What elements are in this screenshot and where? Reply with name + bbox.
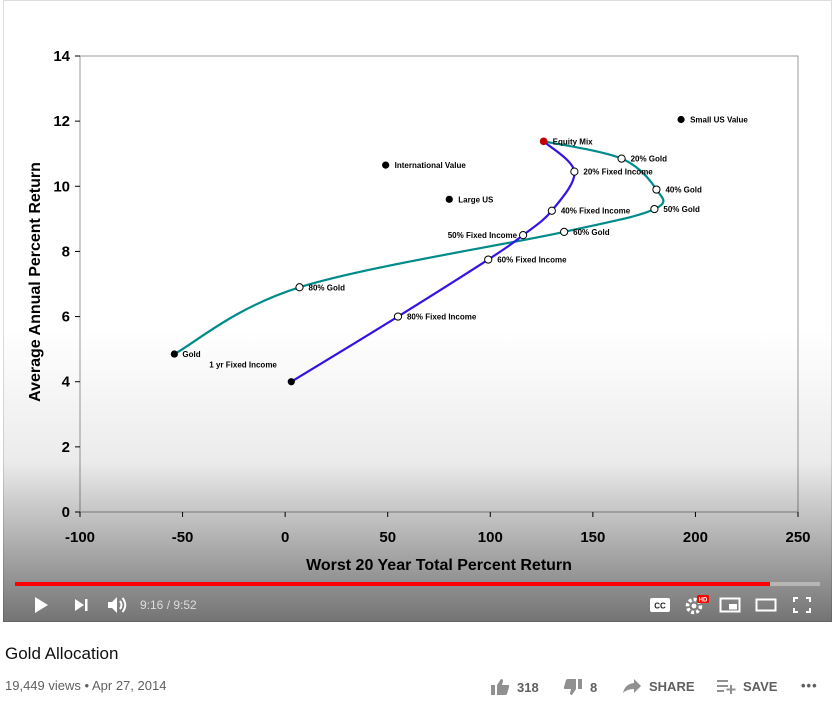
video-info: Gold Allocation 19,449 views • Apr 27, 2…	[0, 622, 835, 711]
theater-icon	[755, 598, 777, 612]
time-display: 9:16 / 9:52	[140, 598, 197, 612]
upload-date: Apr 27, 2014	[91, 678, 167, 693]
data-point-marker	[650, 204, 659, 214]
play-button[interactable]	[27, 592, 55, 618]
data-point-marker	[547, 206, 556, 215]
video-player[interactable]: 0 2 4 6 8 10 12 14 -100 -50 0 50 100 150 200 250 Worst 2…	[3, 0, 832, 622]
cc-icon: CC	[650, 598, 670, 612]
next-button[interactable]	[67, 592, 95, 618]
share-label: SHARE	[649, 678, 695, 694]
x-tick-label: 0	[281, 529, 289, 546]
point-label: 1 yr Fixed Income	[209, 361, 277, 370]
data-point-marker	[519, 231, 528, 240]
y-tick-label: 4	[62, 374, 71, 391]
point-label: 20% Fixed Income	[583, 168, 653, 177]
point-label: 80% Fixed Income	[407, 313, 477, 322]
data-point-marker	[287, 378, 295, 386]
point-label: 60% Gold	[573, 228, 610, 237]
settings-icon: HD	[685, 595, 709, 615]
mute-button[interactable]	[103, 592, 133, 618]
point-label: 50% Fixed Income	[448, 231, 518, 240]
point-label: International Value	[395, 161, 467, 170]
y-tick-label: 6	[62, 309, 70, 326]
dislike-button[interactable]: 8	[563, 678, 597, 696]
x-tick-label: 150	[580, 529, 605, 546]
y-tick-label: 8	[62, 243, 70, 260]
x-tick-label: 250	[785, 529, 810, 546]
hd-badge: HD	[699, 598, 708, 604]
playlist-add-icon	[717, 680, 736, 694]
data-point-marker	[560, 227, 569, 236]
y-axis-label: Average Annual Percent Return	[27, 162, 44, 402]
video-stats: 19,449 views • Apr 27, 2014	[5, 678, 166, 693]
y-tick-label: 12	[53, 113, 70, 130]
x-tick-label: 100	[478, 529, 503, 546]
data-point-marker	[617, 154, 626, 163]
y-tick-label: 2	[62, 439, 70, 456]
dislike-count: 8	[590, 679, 598, 695]
volume-icon	[108, 597, 127, 613]
stats-separator: •	[84, 678, 90, 693]
data-point-marker	[445, 195, 453, 203]
view-count: 19,449 views	[5, 678, 81, 693]
point-label: 80% Gold	[309, 283, 346, 292]
miniplayer-icon	[719, 597, 741, 613]
theater-button[interactable]	[753, 592, 779, 618]
share-button[interactable]: SHARE	[622, 678, 695, 694]
data-point-marker	[393, 312, 403, 321]
y-tick-label: 0	[62, 504, 70, 521]
player-controls: 9:16 / 9:52 CC HD	[3, 590, 832, 622]
thumbs-up-icon	[491, 679, 510, 695]
point-label: 60% Fixed Income	[497, 256, 567, 265]
data-point-marker	[484, 255, 493, 264]
data-point-marker	[382, 161, 390, 169]
y-tick-label: 14	[53, 48, 70, 65]
point-label: 50% Gold	[663, 205, 700, 214]
progress-played	[15, 582, 771, 586]
more-actions-button[interactable]: •••	[801, 678, 818, 693]
fullscreen-button[interactable]	[789, 592, 815, 618]
data-point-marker	[652, 185, 661, 194]
data-point-marker	[570, 167, 579, 176]
x-tick-label: -50	[172, 529, 194, 546]
equity-mix-marker	[539, 137, 548, 146]
point-label: Large US	[458, 195, 494, 204]
settings-button[interactable]: HD	[683, 592, 711, 618]
captions-button[interactable]: CC	[647, 592, 673, 618]
point-label: 40% Fixed Income	[561, 207, 631, 216]
x-axis-label: Worst 20 Year Total Percent Return	[306, 557, 572, 574]
point-label: Gold	[182, 350, 200, 359]
more-icon: •••	[801, 678, 818, 693]
data-point-marker	[677, 115, 685, 124]
like-count: 318	[517, 679, 539, 695]
save-button[interactable]: SAVE	[716, 678, 777, 694]
share-icon	[623, 679, 641, 693]
cc-label: CC	[654, 602, 666, 611]
next-icon	[75, 599, 88, 611]
gold-series-line	[173, 140, 665, 355]
x-tick-label: 200	[683, 529, 708, 546]
thumbs-down-icon	[563, 679, 582, 695]
video-title: Gold Allocation	[5, 644, 119, 663]
progress-bar[interactable]	[15, 582, 820, 586]
video-frame: 0 2 4 6 8 10 12 14 -100 -50 0 50 100 150 200 250 Worst 2…	[3, 0, 832, 622]
miniplayer-button[interactable]	[717, 592, 743, 618]
like-button[interactable]: 318	[490, 678, 539, 696]
x-tick-label: 50	[379, 529, 396, 546]
x-tick-label: -100	[65, 529, 95, 546]
data-point-marker	[295, 283, 304, 292]
point-label: Equity Mix	[553, 137, 594, 146]
point-label: Small US Value	[690, 116, 748, 125]
data-point-marker	[170, 350, 178, 358]
y-tick-label: 10	[53, 178, 70, 195]
point-label: 40% Gold	[665, 186, 702, 195]
point-label: 20% Gold	[631, 155, 668, 164]
play-icon	[35, 597, 48, 613]
save-label: SAVE	[743, 678, 778, 694]
fullscreen-icon	[793, 597, 811, 613]
